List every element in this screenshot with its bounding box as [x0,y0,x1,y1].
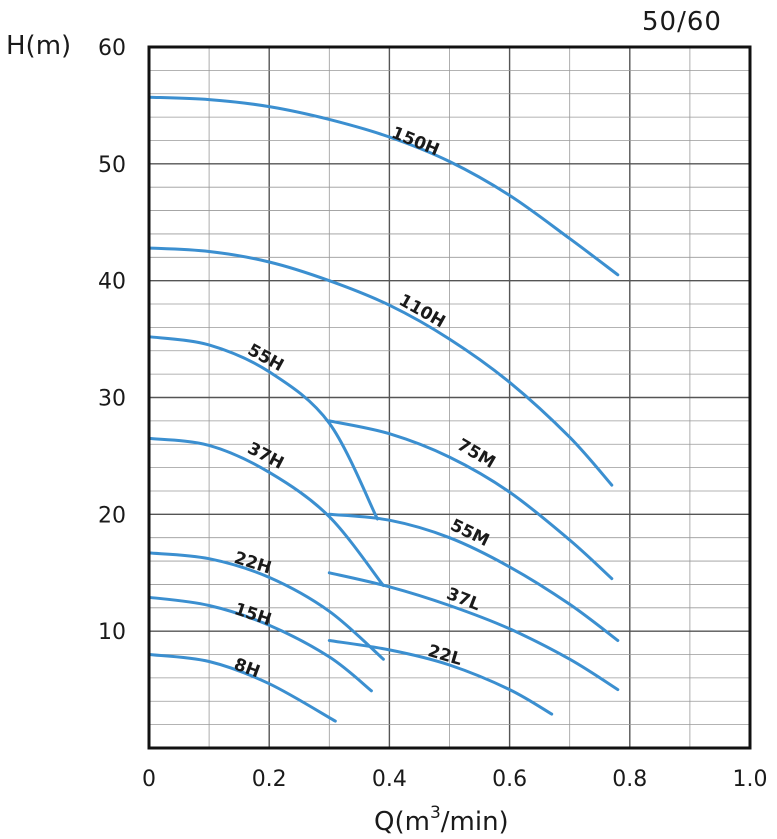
curve-110h [147,246,614,487]
curve-label-22h: 22H [232,548,274,578]
y-tick-label: 60 [98,36,126,61]
x-tick-label: 0.4 [372,767,407,792]
curve-37l [327,571,620,692]
y-axis-title: H(m) [6,31,71,61]
curve-22l [327,639,554,716]
curve-label-150h: 150H [389,123,443,160]
curve-22h [147,551,385,661]
curve-label-15h: 15H [232,599,274,630]
curve-75m [327,419,614,581]
curve-150h [147,95,620,277]
curve-label-22l: 22L [426,641,465,670]
y-tick-label: 10 [98,620,126,645]
y-tick-labels: 10 20 30 40 50 60 [98,36,126,645]
x-tick-label: 0.2 [252,767,287,792]
curve-55h [147,335,379,521]
y-tick-label: 30 [98,387,126,412]
x-axis-title-main: Q(m [374,807,430,837]
curve-label-75m: 75M [454,435,499,473]
y-tick-label: 20 [98,503,126,528]
curves [147,95,620,723]
curve-37h [147,436,385,588]
x-tick-label: 1.0 [733,767,768,792]
x-axis-title: Q(m3/min) [374,803,509,837]
x-axis-title-tail: /min) [441,807,509,837]
x-tick-labels: 0 0.2 0.4 0.6 0.8 1.0 [142,767,768,792]
x-tick-label: 0 [142,767,156,792]
curve-15h [147,595,373,693]
x-tick-label: 0.6 [492,767,527,792]
curve-8h [147,653,337,723]
curve-label-110h: 110H [395,290,448,332]
y-tick-label: 50 [98,153,126,178]
y-tick-label: 40 [98,270,126,295]
x-axis-title-sup: 3 [430,803,441,823]
curve-55m [327,512,620,642]
plot-frame [147,45,752,750]
x-tick-label: 0.8 [612,767,647,792]
grid [149,47,750,748]
corner-label: 50/60 [642,7,722,37]
